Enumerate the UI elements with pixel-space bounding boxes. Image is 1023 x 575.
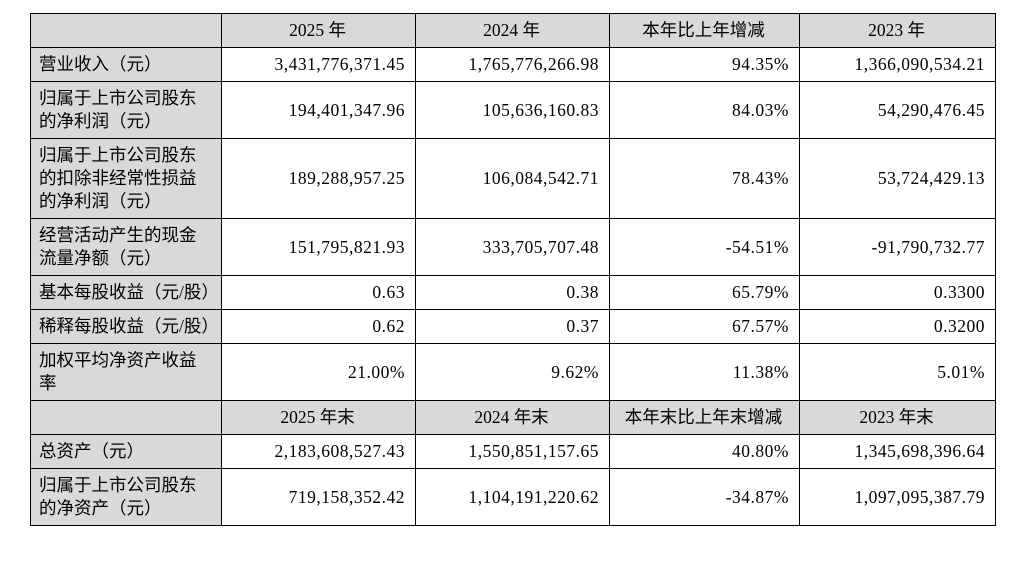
net-assets-2024-end: 1,104,191,220.62 bbox=[415, 468, 610, 526]
revenue-2023: 1,366,090,534.21 bbox=[799, 47, 996, 82]
table-row-diluted-eps: 稀释每股收益（元/股） 0.62 0.37 67.57% 0.3200 bbox=[30, 309, 996, 344]
net-profit-2024: 105,636,160.83 bbox=[415, 81, 610, 139]
col-header-yoy-change: 本年比上年增减 bbox=[609, 13, 800, 48]
corner-cell-year-end bbox=[30, 400, 222, 435]
col-header-2025: 2025 年 bbox=[221, 13, 416, 48]
table-row-net-profit: 归属于上市公司股东的净利润（元） 194,401,347.96 105,636,… bbox=[30, 81, 996, 139]
header-row-year-end: 2025 年末 2024 年末 本年末比上年末增减 2023 年末 bbox=[30, 400, 996, 435]
diluted-eps-yoy-change: 67.57% bbox=[609, 309, 800, 344]
row-label-total-assets: 总资产（元） bbox=[30, 434, 222, 469]
col-header-2023-end: 2023 年末 bbox=[799, 400, 996, 435]
header-row-annual: 2025 年 2024 年 本年比上年增减 2023 年 bbox=[30, 13, 996, 48]
table-row-weighted-avg-roe: 加权平均净资产收益率 21.00% 9.62% 11.38% 5.01% bbox=[30, 343, 996, 401]
row-label-net-profit-deducted: 归属于上市公司股东的扣除非经常性损益的净利润（元） bbox=[30, 138, 222, 219]
net-profit-yoy-change: 84.03% bbox=[609, 81, 800, 139]
basic-eps-2023: 0.3300 bbox=[799, 275, 996, 310]
financial-summary-table-container: 2025 年 2024 年 本年比上年增减 2023 年 营业收入（元） 3,4… bbox=[30, 13, 996, 526]
corner-cell bbox=[30, 13, 222, 48]
revenue-2024: 1,765,776,266.98 bbox=[415, 47, 610, 82]
row-label-weighted-avg-roe: 加权平均净资产收益率 bbox=[30, 343, 222, 401]
col-header-2024-end: 2024 年末 bbox=[415, 400, 610, 435]
weighted-avg-roe-2025: 21.00% bbox=[221, 343, 416, 401]
basic-eps-2024: 0.38 bbox=[415, 275, 610, 310]
table-row-basic-eps: 基本每股收益（元/股） 0.63 0.38 65.79% 0.3300 bbox=[30, 275, 996, 310]
row-label-net-profit: 归属于上市公司股东的净利润（元） bbox=[30, 81, 222, 139]
table-row-net-profit-deducted: 归属于上市公司股东的扣除非经常性损益的净利润（元） 189,288,957.25… bbox=[30, 138, 996, 219]
financial-summary-table: 2025 年 2024 年 本年比上年增减 2023 年 营业收入（元） 3,4… bbox=[30, 13, 996, 526]
net-profit-deducted-2024: 106,084,542.71 bbox=[415, 138, 610, 219]
revenue-2025: 3,431,776,371.45 bbox=[221, 47, 416, 82]
row-label-basic-eps: 基本每股收益（元/股） bbox=[30, 275, 222, 310]
net-assets-2025-end: 719,158,352.42 bbox=[221, 468, 416, 526]
col-header-2025-end: 2025 年末 bbox=[221, 400, 416, 435]
operating-cash-flow-yoy-change: -54.51% bbox=[609, 218, 800, 276]
weighted-avg-roe-2023: 5.01% bbox=[799, 343, 996, 401]
basic-eps-yoy-change: 65.79% bbox=[609, 275, 800, 310]
weighted-avg-roe-2024: 9.62% bbox=[415, 343, 610, 401]
operating-cash-flow-2023: -91,790,732.77 bbox=[799, 218, 996, 276]
basic-eps-2025: 0.63 bbox=[221, 275, 416, 310]
col-header-2023: 2023 年 bbox=[799, 13, 996, 48]
row-label-diluted-eps: 稀释每股收益（元/股） bbox=[30, 309, 222, 344]
revenue-yoy-change: 94.35% bbox=[609, 47, 800, 82]
total-assets-2023-end: 1,345,698,396.64 bbox=[799, 434, 996, 469]
net-profit-deducted-2023: 53,724,429.13 bbox=[799, 138, 996, 219]
net-assets-change: -34.87% bbox=[609, 468, 800, 526]
table-row-revenue: 营业收入（元） 3,431,776,371.45 1,765,776,266.9… bbox=[30, 47, 996, 82]
operating-cash-flow-2025: 151,795,821.93 bbox=[221, 218, 416, 276]
row-label-operating-cash-flow: 经营活动产生的现金流量净额（元） bbox=[30, 218, 222, 276]
row-label-revenue: 营业收入（元） bbox=[30, 47, 222, 82]
net-profit-deducted-yoy-change: 78.43% bbox=[609, 138, 800, 219]
table-row-total-assets: 总资产（元） 2,183,608,527.43 1,550,851,157.65… bbox=[30, 434, 996, 469]
operating-cash-flow-2024: 333,705,707.48 bbox=[415, 218, 610, 276]
net-profit-deducted-2025: 189,288,957.25 bbox=[221, 138, 416, 219]
diluted-eps-2023: 0.3200 bbox=[799, 309, 996, 344]
total-assets-change: 40.80% bbox=[609, 434, 800, 469]
total-assets-2025-end: 2,183,608,527.43 bbox=[221, 434, 416, 469]
net-assets-2023-end: 1,097,095,387.79 bbox=[799, 468, 996, 526]
weighted-avg-roe-yoy-change: 11.38% bbox=[609, 343, 800, 401]
diluted-eps-2025: 0.62 bbox=[221, 309, 416, 344]
net-profit-2023: 54,290,476.45 bbox=[799, 81, 996, 139]
table-row-net-assets: 归属于上市公司股东的净资产（元） 719,158,352.42 1,104,19… bbox=[30, 468, 996, 526]
col-header-year-end-change: 本年末比上年末增减 bbox=[609, 400, 800, 435]
net-profit-2025: 194,401,347.96 bbox=[221, 81, 416, 139]
row-label-net-assets: 归属于上市公司股东的净资产（元） bbox=[30, 468, 222, 526]
col-header-2024: 2024 年 bbox=[415, 13, 610, 48]
diluted-eps-2024: 0.37 bbox=[415, 309, 610, 344]
total-assets-2024-end: 1,550,851,157.65 bbox=[415, 434, 610, 469]
table-row-operating-cash-flow: 经营活动产生的现金流量净额（元） 151,795,821.93 333,705,… bbox=[30, 218, 996, 276]
